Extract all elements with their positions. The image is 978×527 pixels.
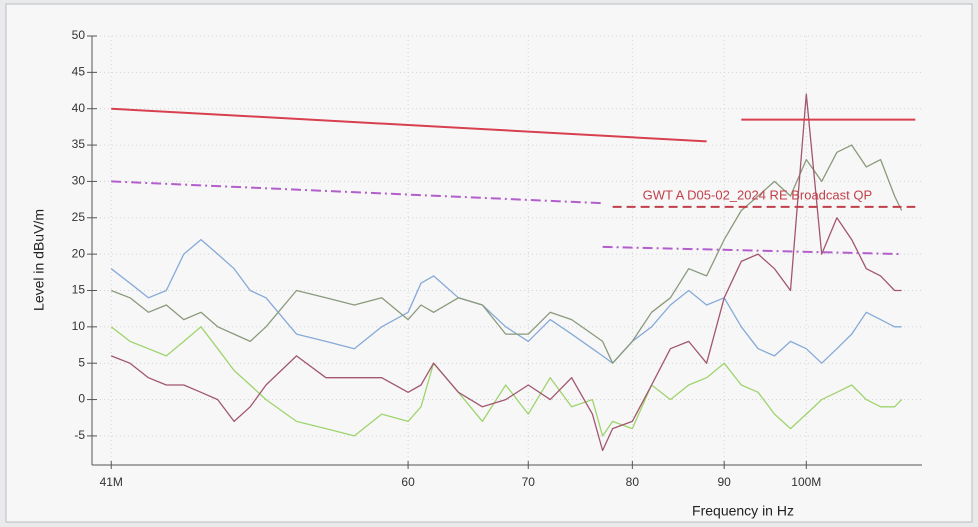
trace-line: [110, 326, 903, 437]
x-tick-label: 100M: [791, 475, 821, 489]
limit-line: [602, 245, 902, 256]
y-tick-label: 45: [72, 65, 86, 79]
limit-label: GWT A D05-02_2024 RE Broadcast QP: [643, 187, 873, 202]
y-tick-label: 35: [72, 137, 86, 151]
plot-window: [5, 3, 973, 523]
y-tick-label: 0: [78, 392, 85, 406]
limit-line: [111, 180, 603, 205]
y-tick-label: 10: [72, 319, 86, 333]
y-tick-label: 25: [72, 210, 86, 224]
y-tick-label: -5: [74, 428, 85, 442]
x-tick-label: 60: [401, 475, 415, 489]
x-tick-label: 70: [522, 475, 536, 489]
y-tick-label: 40: [72, 101, 86, 115]
x-tick-label: 90: [717, 475, 731, 489]
limit-line: [111, 107, 707, 143]
x-tick-label: 80: [626, 475, 640, 489]
y-tick-label: 5: [78, 355, 85, 369]
trace-line: [110, 238, 902, 364]
y-tick-label: 20: [72, 246, 86, 260]
y-tick-label: 30: [72, 174, 86, 188]
x-tick-label: 41M: [100, 475, 123, 489]
y-tick-label: 50: [72, 28, 86, 42]
trace-line: [110, 144, 903, 364]
trace-line: [110, 93, 902, 452]
y-tick-label: 15: [72, 283, 86, 297]
y-axis-title: Level in dBuV/m: [31, 209, 47, 311]
x-axis-title: Frequency in Hz: [692, 503, 794, 519]
